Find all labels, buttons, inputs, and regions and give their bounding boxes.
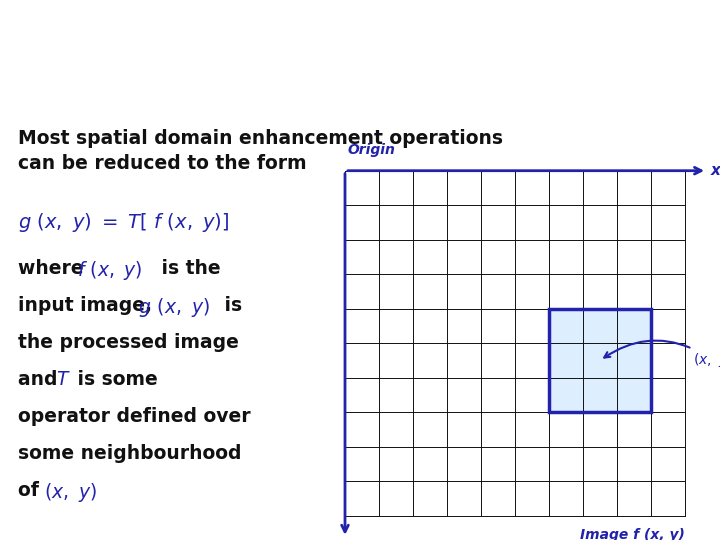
Text: and: and xyxy=(18,370,64,389)
Text: Basic Spatial Domain Image
Enhancement: Basic Spatial Domain Image Enhancement xyxy=(284,27,700,84)
Text: the processed image: the processed image xyxy=(18,333,239,352)
Text: $T$: $T$ xyxy=(56,370,71,389)
Text: input image,: input image, xyxy=(18,296,152,315)
Text: is some: is some xyxy=(71,370,158,389)
Text: 3
of
45: 3 of 45 xyxy=(18,32,35,79)
Text: Origin: Origin xyxy=(348,143,396,157)
Text: some neighbourhood: some neighbourhood xyxy=(18,444,241,463)
Text: is the: is the xyxy=(155,259,220,278)
Text: $g\ (x,\ y)\ =\ T[\ f\ (x,\ y)]$: $g\ (x,\ y)\ =\ T[\ f\ (x,\ y)]$ xyxy=(18,211,230,234)
Bar xyxy=(345,171,685,516)
Text: $(x,\ y)$: $(x,\ y)$ xyxy=(44,481,97,504)
Text: where: where xyxy=(18,259,90,278)
Text: x: x xyxy=(711,163,720,178)
Text: is: is xyxy=(218,296,242,315)
Text: of: of xyxy=(18,481,45,500)
Text: $f\ (x,\ y)$: $f\ (x,\ y)$ xyxy=(77,259,143,282)
Text: Most spatial domain enhancement operations
can be reduced to the form: Most spatial domain enhancement operatio… xyxy=(18,129,503,173)
Text: Image f (x, y): Image f (x, y) xyxy=(580,528,685,540)
Text: operator defined over: operator defined over xyxy=(18,407,251,426)
Bar xyxy=(549,309,651,412)
Text: $g\ (x,\ y)$: $g\ (x,\ y)$ xyxy=(133,296,210,319)
Bar xyxy=(549,309,651,412)
Text: $(x,\ y)$: $(x,\ y)$ xyxy=(604,341,720,369)
